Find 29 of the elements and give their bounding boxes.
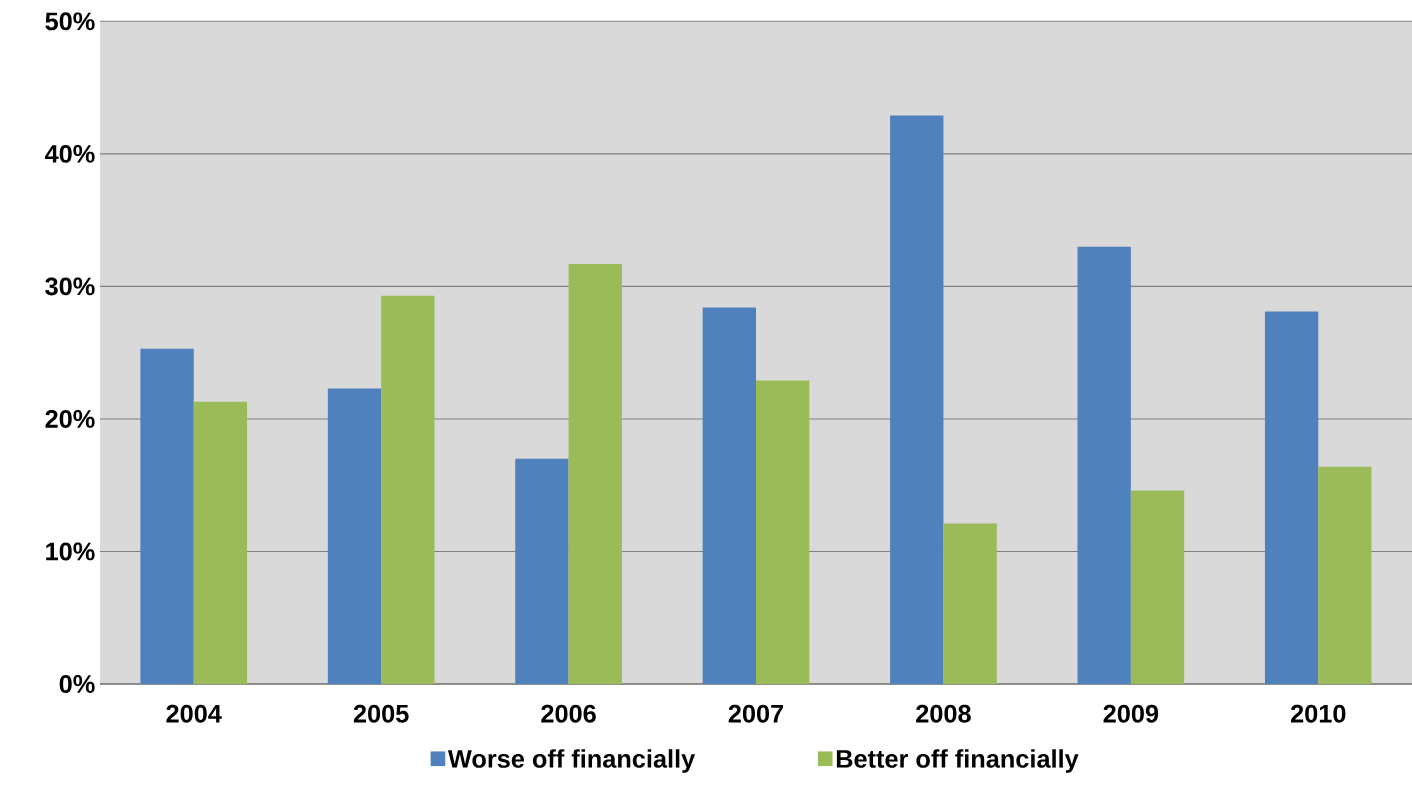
y-tick-label: 40% (44, 145, 95, 163)
x-tick-label: 2010 (1290, 704, 1346, 723)
bar (756, 380, 810, 685)
x-tick-label: 2005 (353, 704, 409, 723)
bar (515, 458, 569, 685)
x-tick-label: 2004 (166, 704, 222, 723)
bar (1318, 466, 1372, 685)
bar (568, 264, 622, 685)
x-tick-label: 2008 (916, 704, 971, 723)
bar (702, 307, 756, 685)
legend-label: Better off financially (836, 749, 1079, 774)
bar (327, 388, 382, 685)
bar (943, 523, 997, 685)
y-tick-label: 30% (45, 277, 95, 296)
bar (1264, 311, 1319, 685)
bar (1077, 246, 1131, 685)
legend-label: Worse off financially (447, 749, 696, 774)
y-tick-label: 50% (45, 12, 95, 31)
y-tick-label: 0% (59, 675, 95, 694)
bar (193, 401, 248, 685)
x-tick-label: 2006 (541, 704, 596, 723)
bar (1130, 490, 1185, 685)
x-tick-label: 2007 (728, 704, 784, 723)
x-tick-label: 2009 (1103, 704, 1159, 723)
bar (140, 348, 194, 685)
y-tick-label: 10% (46, 542, 95, 561)
y-tick-label: 20% (45, 410, 95, 429)
bar (890, 115, 944, 685)
bar (381, 295, 435, 685)
